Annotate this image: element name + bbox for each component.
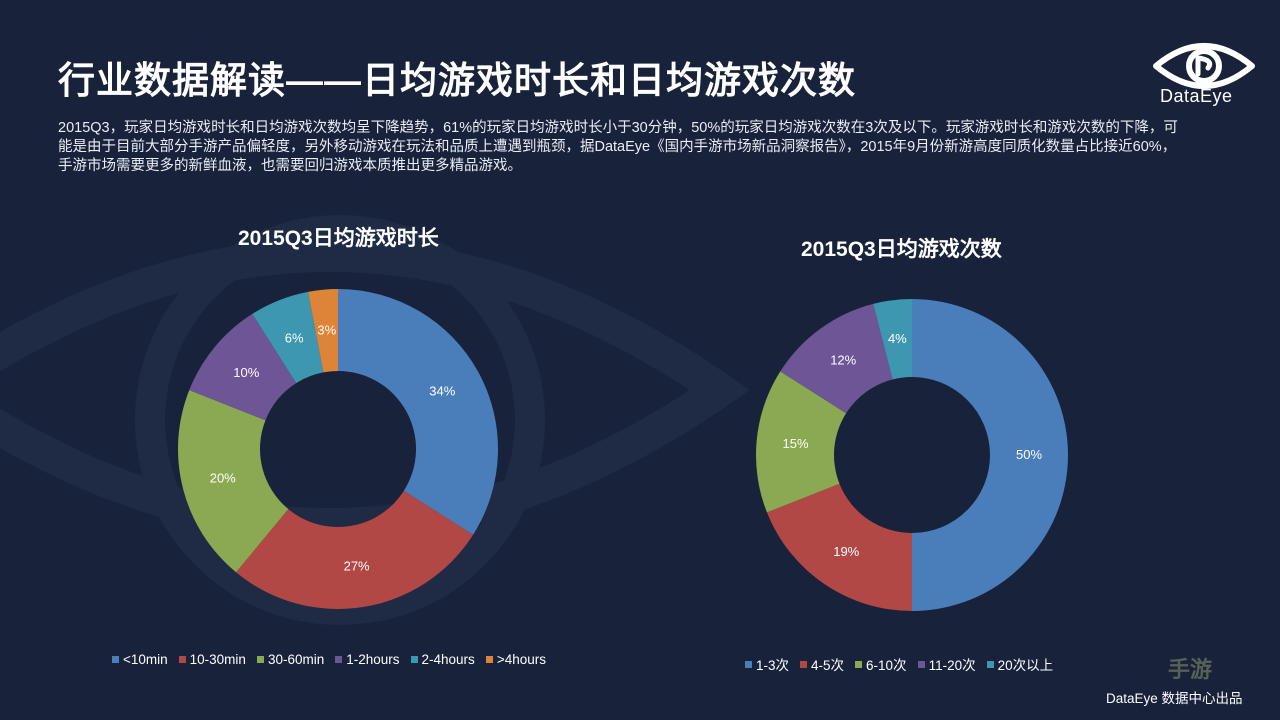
duration-label-0: 34% <box>429 384 455 399</box>
footer-credit: DataEye 数据中心出品 <box>1106 691 1243 706</box>
duration-label-2: 20% <box>210 471 236 486</box>
duration-slice-3 <box>189 313 297 421</box>
duration-slice-0 <box>338 289 499 535</box>
legend-swatch <box>178 656 186 663</box>
legend-swatch <box>986 660 994 668</box>
legend-label: 1-2hours <box>346 652 400 667</box>
count-label-2: 15% <box>783 436 809 451</box>
legend-label: 30-60min <box>267 652 325 667</box>
eye-logo-icon <box>1153 43 1255 89</box>
duration-legend-item: 30-60min <box>256 652 325 667</box>
duration-legend-item: 1-2hours <box>335 652 400 667</box>
duration-slice-5 <box>308 289 338 373</box>
duration-label-5: 3% <box>317 323 336 338</box>
duration-legend-item: <10min <box>112 652 168 667</box>
legend-swatch <box>256 656 264 663</box>
count-legend-item: 20次以上 <box>986 654 1054 674</box>
legend-swatch <box>855 660 863 668</box>
duration-legend-item: 10-30min <box>178 652 246 667</box>
legend-label: 1-3次 <box>756 658 790 673</box>
count-slice-1 <box>766 483 912 611</box>
count-label-4: 4% <box>888 331 907 346</box>
count-label-1: 19% <box>833 544 859 559</box>
description-text: 2015Q3，玩家日均游戏时长和日均游戏次数均呈下降趋势，61%的玩家日均游戏时… <box>58 120 1178 174</box>
legend-label: <10min <box>123 652 168 667</box>
count-legend-item: 6-10次 <box>855 654 907 674</box>
legend-swatch <box>485 656 493 663</box>
count-slice-0 <box>912 299 1068 611</box>
page-title: 行业数据解读——日均游戏时长和日均游戏次数 <box>58 60 856 101</box>
duration-slice-2 <box>177 390 289 573</box>
legend-label: 6-10次 <box>866 658 907 673</box>
count-legend-item: 4-5次 <box>800 654 844 674</box>
legend-label: 11-20次 <box>928 658 976 673</box>
count-legend-item: 11-20次 <box>917 654 976 674</box>
legend-label: 10-30min <box>189 652 246 667</box>
legend-label: 4-5次 <box>811 658 845 673</box>
chart2-legend: 1-3次 4-5次 6-10次 11-20次 20次以上 <box>745 654 1064 674</box>
chart2-title: 2015Q3日均游戏次数 <box>801 238 1002 261</box>
legend-swatch <box>745 660 752 668</box>
duration-legend-item: >4hours <box>485 652 546 667</box>
logo-text: DataEye <box>1160 86 1233 106</box>
duration-label-4: 6% <box>285 330 304 345</box>
duration-slice-4 <box>252 291 324 384</box>
count-slice-2 <box>756 371 847 513</box>
duration-slice-1 <box>236 490 474 609</box>
legend-swatch <box>335 656 343 663</box>
count-label-3: 12% <box>830 352 856 367</box>
watermark-text: 手游 <box>1168 657 1213 682</box>
legend-swatch <box>800 660 808 668</box>
chart1-legend: <10min 10-30min 30-60min 1-2hours 2-4hours >4… <box>112 652 557 667</box>
count-label-0: 50% <box>1016 447 1042 462</box>
count-slice-4 <box>873 299 912 380</box>
count-legend-item: 1-3次 <box>745 654 789 674</box>
duration-legend-item: 2-4hours <box>410 652 475 667</box>
count-slice-3 <box>780 303 893 414</box>
legend-swatch <box>112 656 119 663</box>
legend-label: 2-4hours <box>421 652 475 667</box>
legend-label: 20次以上 <box>997 658 1054 673</box>
chart1-title: 2015Q3日均游戏时长 <box>238 227 439 250</box>
legend-swatch <box>917 660 925 668</box>
legend-label: >4hours <box>496 652 546 667</box>
duration-label-3: 10% <box>233 365 259 380</box>
duration-label-1: 27% <box>344 559 370 574</box>
legend-swatch <box>410 656 418 663</box>
